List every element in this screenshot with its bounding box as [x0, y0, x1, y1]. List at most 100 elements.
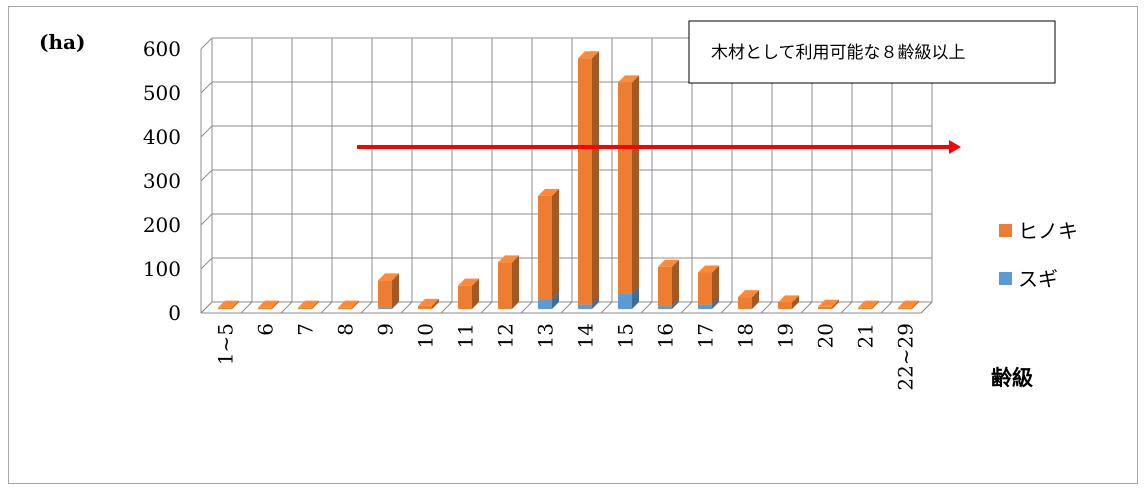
grid-line-floor	[840, 301, 853, 314]
grid-line-floor	[440, 301, 453, 314]
bar-side	[272, 300, 279, 309]
x-tick-label: 15	[614, 323, 638, 348]
grid-line-floor	[680, 301, 693, 314]
y-tick-labels: 0 100 200 300 400 500 600	[143, 37, 181, 325]
bar-front	[338, 307, 352, 309]
bar-side	[872, 300, 879, 309]
bar-segment	[738, 290, 759, 309]
bar-top	[738, 290, 759, 298]
y-tick-label: 400	[143, 125, 181, 149]
bar-side	[712, 265, 719, 305]
bar-top	[578, 51, 599, 59]
bar-segment	[778, 295, 799, 309]
grid-line-floor	[360, 301, 373, 314]
grid-line-wall	[200, 213, 213, 226]
bar-front	[498, 262, 512, 309]
x-tick-label: 19	[774, 323, 798, 348]
y-tick-label: 600	[143, 37, 181, 61]
bar-side	[672, 259, 679, 307]
legend-label: スギ	[1018, 267, 1058, 291]
grid-line-floor	[320, 301, 333, 314]
grid-line-floor	[880, 301, 893, 314]
bar-side	[672, 299, 679, 309]
bar-side	[752, 290, 759, 309]
bar-side	[352, 300, 359, 309]
bar-segment	[698, 265, 719, 305]
bar-segment	[618, 75, 639, 294]
bar-side	[832, 299, 839, 309]
bar-front	[578, 58, 592, 305]
x-tick-label: 9	[374, 323, 398, 336]
grid-line-floor	[760, 301, 773, 314]
bar-top	[218, 300, 239, 308]
bar-front	[418, 305, 432, 309]
legend-swatch	[999, 272, 1012, 285]
bar-side	[632, 75, 639, 294]
bar-segment	[418, 298, 439, 309]
bar-front	[378, 307, 392, 309]
grid-line-wall	[200, 169, 213, 182]
bar-top	[658, 259, 679, 267]
bar-front	[898, 307, 912, 309]
bar-front	[378, 280, 392, 308]
bar-front	[698, 272, 712, 305]
y-tick-label: 500	[143, 81, 181, 105]
grid-line-floor	[400, 301, 413, 314]
bar-front	[658, 306, 672, 309]
x-tick-label: 11	[454, 323, 478, 348]
bar-front	[298, 307, 312, 309]
bar-top	[338, 300, 359, 308]
x-tick-label: 6	[254, 323, 278, 336]
chart-frame: 0 100 200 300 400 500 600 1~5 6 7 8 9 10 11 12 13 14 15 1…	[8, 6, 1138, 484]
bar-top	[538, 188, 559, 196]
y-tick-label: 200	[143, 213, 181, 237]
grid-line-floor	[600, 301, 613, 314]
bar-side	[552, 292, 559, 309]
bar-front	[458, 285, 472, 309]
x-tick-label: 8	[334, 323, 358, 336]
grid-line-wall	[200, 257, 213, 270]
bar-side	[312, 300, 319, 309]
grid-line-wall	[200, 81, 213, 94]
x-tick-label: 12	[494, 323, 518, 348]
bar-front	[858, 307, 872, 309]
bar-side	[472, 278, 479, 309]
bar-front	[578, 304, 592, 309]
grid-line-wall	[200, 125, 213, 138]
bar-top	[378, 273, 399, 281]
grid-line-floor	[280, 301, 293, 314]
bar-top	[778, 295, 799, 303]
bar-segment	[538, 188, 559, 300]
grid-line-floor	[920, 301, 933, 314]
y-tick-label: 300	[143, 169, 181, 193]
x-tick-label: 22~29	[894, 323, 918, 391]
bar-front	[538, 299, 552, 309]
x-tick-label: 7	[294, 323, 318, 336]
grid-line-floor	[800, 301, 813, 314]
bar-front	[538, 195, 552, 300]
x-tick-label: 21	[854, 323, 878, 348]
bar-side	[432, 298, 439, 309]
annotation-text: 木材として利用可能な８齢級以上	[711, 43, 966, 63]
grid-line-floor	[720, 301, 733, 314]
bar-front	[618, 82, 632, 294]
bar-top	[618, 75, 639, 83]
bar-segment	[898, 300, 919, 309]
x-tick-label: 1~5	[214, 323, 238, 365]
x-tick-labels: 1~5 6 7 8 9 10 11 12 13 14 15 16 17 18 19 20 21 22~29	[214, 323, 918, 391]
grid-line-wall	[200, 37, 213, 50]
bar-segment	[458, 278, 479, 309]
bar-side	[912, 300, 919, 309]
bar-side	[392, 273, 399, 308]
bar-segment	[378, 273, 399, 308]
x-axis-title: 齢級	[991, 365, 1033, 390]
annotation-arrow	[357, 140, 961, 154]
grid-line-floor	[640, 301, 653, 314]
bar-side	[552, 188, 559, 300]
arrow-head	[949, 140, 961, 154]
legend-swatch	[999, 224, 1012, 237]
bar-top	[858, 300, 879, 308]
bar-side	[792, 295, 799, 309]
